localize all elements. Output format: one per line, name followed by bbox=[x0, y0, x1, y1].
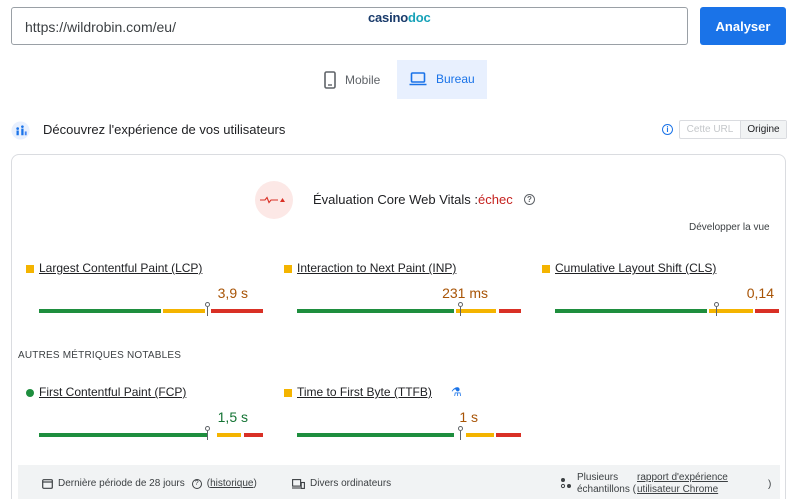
average-status-icon bbox=[26, 265, 34, 273]
metric-ttfb: Time to First Byte (TTFB) ⚗ 1 s bbox=[284, 385, 524, 445]
metric-name[interactable]: Time to First Byte (TTFB) bbox=[297, 385, 432, 399]
tab-desktop[interactable]: Bureau bbox=[397, 60, 487, 99]
samples-info: Plusieurs échantillons ( bbox=[560, 472, 636, 496]
metric-value: 1 s bbox=[459, 409, 478, 425]
url-input[interactable]: https://wildrobin.com/eu/ bbox=[11, 7, 688, 45]
users-icon bbox=[11, 121, 30, 140]
experimental-flask-icon: ⚗ bbox=[451, 385, 462, 399]
percentile-marker bbox=[458, 426, 464, 440]
core-web-vitals-card bbox=[11, 154, 786, 499]
metric-lcp: Largest Contentful Paint (LCP) 3,9 s bbox=[26, 261, 266, 321]
metric-fcp: First Contentful Paint (FCP) 1,5 s bbox=[26, 385, 266, 445]
laptop-icon bbox=[409, 71, 427, 85]
samples-icon bbox=[560, 478, 571, 489]
average-status-icon bbox=[542, 265, 550, 273]
help-icon[interactable]: ? bbox=[524, 194, 535, 205]
metric-value: 1,5 s bbox=[217, 409, 248, 425]
good-status-icon bbox=[26, 389, 34, 397]
metric-name[interactable]: Cumulative Layout Shift (CLS) bbox=[555, 261, 717, 275]
fail-badge-icon bbox=[255, 181, 293, 219]
tab-mobile[interactable]: Mobile bbox=[312, 60, 396, 99]
metric-cls: Cumulative Layout Shift (CLS) 0,14 bbox=[542, 261, 782, 321]
metric-value: 3,9 s bbox=[217, 285, 248, 301]
calendar-icon bbox=[42, 479, 53, 489]
devices-icon bbox=[292, 478, 305, 489]
percentile-marker bbox=[713, 302, 719, 316]
average-status-icon bbox=[284, 389, 292, 397]
distribution-bar bbox=[297, 302, 521, 316]
distribution-bar bbox=[297, 426, 521, 440]
help-icon[interactable]: ? bbox=[191, 478, 202, 489]
url-value: https://wildrobin.com/eu/ bbox=[25, 19, 176, 35]
url-origin-toggle[interactable]: Cette URL Origine bbox=[679, 120, 787, 139]
tab-mobile-label: Mobile bbox=[345, 72, 381, 87]
section-title: Découvrez l'expérience de vos utilisateu… bbox=[43, 122, 286, 137]
metric-value: 0,14 bbox=[746, 285, 774, 301]
analyze-button[interactable]: Analyser bbox=[700, 7, 786, 45]
toggle-this-url[interactable]: Cette URL bbox=[680, 121, 741, 138]
distribution-bar bbox=[39, 302, 263, 316]
toggle-origin[interactable]: Origine bbox=[741, 121, 786, 138]
info-icon[interactable]: i bbox=[662, 124, 673, 135]
chrome-ux-report-link[interactable]: rapport d'expérience utilisateur Chrome bbox=[637, 472, 728, 495]
assessment-status: échec bbox=[478, 192, 513, 207]
metric-name[interactable]: First Contentful Paint (FCP) bbox=[39, 385, 187, 399]
metric-inp: Interaction to Next Paint (INP) 231 ms bbox=[284, 261, 524, 321]
metric-name[interactable]: Largest Contentful Paint (LCP) bbox=[39, 261, 203, 275]
metric-value: 231 ms bbox=[442, 285, 488, 301]
distribution-bar bbox=[39, 426, 263, 440]
percentile-marker bbox=[204, 302, 210, 316]
data-source-footer: Dernière période de 28 jours ? (historiq… bbox=[18, 465, 780, 499]
percentile-marker bbox=[458, 302, 464, 316]
assessment-title: Évaluation Core Web Vitals :échec bbox=[313, 192, 513, 207]
other-metrics-heading: AUTRES MÉTRIQUES NOTABLES bbox=[18, 350, 182, 361]
brand-logo: casinodoc bbox=[368, 10, 431, 25]
distribution-bar bbox=[555, 302, 779, 316]
average-status-icon bbox=[284, 265, 292, 273]
expand-view-link[interactable]: Développer la vue bbox=[689, 222, 770, 233]
collection-period: Dernière période de 28 jours ? (historiq… bbox=[42, 478, 257, 489]
history-link[interactable]: historique bbox=[210, 478, 254, 489]
smartphone-icon bbox=[324, 70, 336, 89]
device-info: Divers ordinateurs bbox=[292, 478, 391, 489]
tab-desktop-label: Bureau bbox=[436, 71, 475, 86]
percentile-marker bbox=[204, 426, 210, 440]
metric-name[interactable]: Interaction to Next Paint (INP) bbox=[297, 261, 457, 275]
